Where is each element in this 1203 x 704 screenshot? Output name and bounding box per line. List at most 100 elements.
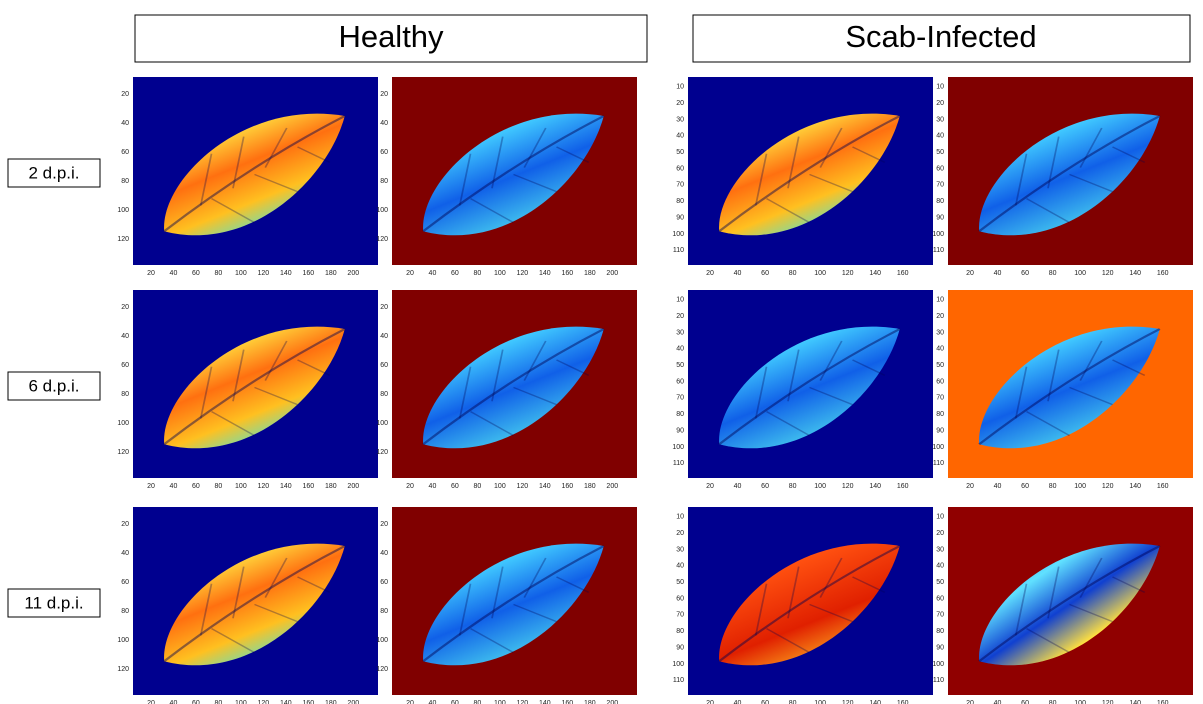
x-tick-label: 60 — [761, 270, 769, 277]
y-tick-label: 10 — [936, 84, 944, 91]
y-tick-label: 40 — [936, 563, 944, 570]
y-tick-label: 30 — [676, 329, 684, 336]
x-tick-label: 80 — [215, 700, 223, 704]
y-tick-label: 30 — [936, 546, 944, 553]
y-tick-label: 40 — [380, 120, 388, 127]
x-tick-label: 80 — [789, 483, 797, 490]
x-tick-label: 60 — [192, 270, 200, 277]
y-tick-label: 110 — [673, 247, 684, 254]
y-tick-label: 70 — [936, 182, 944, 189]
x-tick-label: 160 — [561, 270, 573, 277]
x-tick-label: 100 — [494, 700, 506, 704]
x-tick-label: 100 — [1074, 483, 1086, 490]
x-tick-label: 60 — [1021, 483, 1029, 490]
y-tick-label: 40 — [121, 120, 129, 127]
y-tick-label: 50 — [936, 362, 944, 369]
y-tick-label: 120 — [376, 236, 388, 243]
y-tick-label: 110 — [673, 677, 684, 684]
x-tick-label: 140 — [869, 270, 881, 277]
y-tick-label: 80 — [676, 628, 684, 635]
x-tick-label: 160 — [1157, 700, 1169, 704]
x-tick-label: 20 — [706, 700, 714, 704]
x-tick-label: 20 — [406, 270, 414, 277]
y-tick-label: 100 — [672, 444, 684, 451]
x-tick-label: 40 — [734, 700, 742, 704]
x-tick-label: 60 — [451, 483, 459, 490]
y-tick-label: 100 — [932, 444, 944, 451]
x-tick-label: 200 — [347, 270, 359, 277]
row-label: 2 d.p.i. — [28, 163, 79, 182]
x-tick-label: 120 — [258, 700, 270, 704]
y-tick-label: 80 — [380, 608, 388, 615]
x-tick-label: 160 — [1157, 270, 1169, 277]
x-tick-label: 200 — [606, 270, 618, 277]
x-tick-label: 60 — [451, 270, 459, 277]
y-tick-label: 30 — [676, 116, 684, 123]
x-tick-label: 20 — [147, 483, 155, 490]
y-tick-label: 100 — [932, 231, 944, 238]
x-tick-label: 120 — [1102, 700, 1114, 704]
y-tick-label: 20 — [676, 313, 684, 320]
x-tick-label: 20 — [147, 700, 155, 704]
x-tick-label: 20 — [966, 483, 974, 490]
y-tick-label: 20 — [676, 100, 684, 107]
y-tick-label: 100 — [672, 231, 684, 238]
y-tick-label: 80 — [676, 198, 684, 205]
x-tick-label: 40 — [994, 270, 1002, 277]
x-tick-label: 20 — [406, 483, 414, 490]
x-tick-label: 100 — [235, 700, 247, 704]
x-tick-label: 60 — [1021, 270, 1029, 277]
x-tick-label: 40 — [170, 270, 178, 277]
x-tick-label: 40 — [994, 700, 1002, 704]
y-tick-label: 60 — [936, 378, 944, 385]
y-tick-label: 60 — [380, 362, 388, 369]
x-tick-label: 100 — [494, 270, 506, 277]
x-tick-label: 80 — [789, 700, 797, 704]
x-tick-label: 80 — [1049, 270, 1057, 277]
y-tick-label: 40 — [936, 346, 944, 353]
x-tick-label: 140 — [280, 700, 292, 704]
x-tick-label: 80 — [474, 270, 482, 277]
y-tick-label: 80 — [936, 411, 944, 418]
y-tick-label: 80 — [380, 391, 388, 398]
x-tick-label: 160 — [897, 483, 909, 490]
y-tick-label: 70 — [676, 182, 684, 189]
y-tick-label: 50 — [676, 362, 684, 369]
x-tick-label: 160 — [302, 700, 314, 704]
y-tick-label: 70 — [936, 395, 944, 402]
x-tick-label: 180 — [584, 483, 596, 490]
y-tick-label: 20 — [380, 91, 388, 98]
x-tick-label: 160 — [561, 700, 573, 704]
x-tick-label: 140 — [869, 483, 881, 490]
x-tick-label: 160 — [897, 270, 909, 277]
x-tick-label: 100 — [235, 270, 247, 277]
y-tick-label: 10 — [936, 514, 944, 521]
row-label: 11 d.p.i. — [24, 593, 83, 612]
y-tick-label: 20 — [936, 100, 944, 107]
x-tick-label: 200 — [347, 483, 359, 490]
y-tick-label: 10 — [936, 297, 944, 304]
y-tick-label: 50 — [676, 579, 684, 586]
x-tick-label: 40 — [734, 483, 742, 490]
y-tick-label: 40 — [676, 346, 684, 353]
y-tick-label: 40 — [380, 550, 388, 557]
y-tick-label: 90 — [936, 427, 944, 434]
y-tick-label: 60 — [936, 595, 944, 602]
y-tick-label: 80 — [936, 628, 944, 635]
y-tick-label: 40 — [121, 550, 129, 557]
x-tick-label: 20 — [706, 270, 714, 277]
y-tick-label: 60 — [676, 595, 684, 602]
y-tick-label: 100 — [376, 207, 388, 214]
row-label: 6 d.p.i. — [28, 376, 79, 395]
y-tick-label: 10 — [676, 84, 684, 91]
x-tick-label: 120 — [258, 270, 270, 277]
x-tick-label: 20 — [406, 700, 414, 704]
x-tick-label: 160 — [302, 270, 314, 277]
y-tick-label: 10 — [676, 514, 684, 521]
y-tick-label: 100 — [672, 661, 684, 668]
y-tick-label: 60 — [676, 165, 684, 172]
x-tick-label: 80 — [1049, 483, 1057, 490]
x-tick-label: 100 — [814, 483, 826, 490]
y-tick-label: 80 — [676, 411, 684, 418]
x-tick-label: 20 — [706, 483, 714, 490]
